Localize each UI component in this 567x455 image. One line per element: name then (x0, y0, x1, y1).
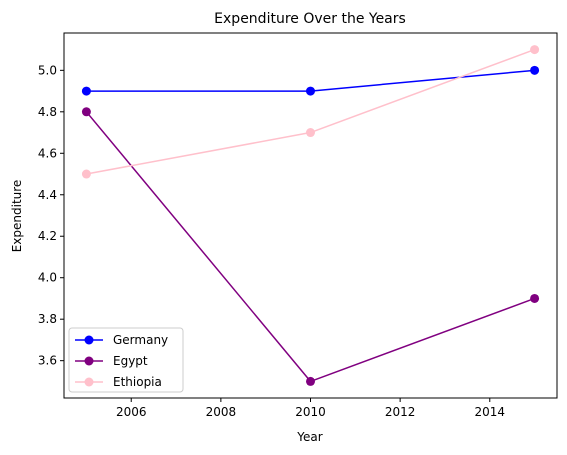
data-point-ethiopia (530, 45, 540, 55)
x-tick-label: 2006 (116, 405, 147, 419)
data-point-egypt (81, 107, 91, 117)
y-tick-label: 4.2 (38, 229, 57, 243)
y-axis: 3.6 3.8 4.0 4.2 4.4 4.6 4.8 5.0 (38, 63, 64, 368)
y-tick-label: 3.8 (38, 312, 57, 326)
data-point-germany (306, 86, 315, 96)
x-tick-label: 2008 (206, 405, 237, 419)
y-tick-label: 4.4 (38, 188, 57, 202)
y-tick-label: 4.6 (38, 146, 57, 160)
x-axis: 2006 2008 2010 2012 2014 (116, 398, 505, 419)
legend-label-egypt: Egypt (113, 354, 148, 368)
data-point-egypt (306, 376, 315, 386)
legend-marker-ethiopia (84, 377, 94, 387)
data-point-germany (81, 86, 91, 96)
y-tick-label: 4.8 (38, 105, 57, 119)
y-axis-title: Expenditure (10, 180, 24, 253)
data-point-egypt (530, 293, 540, 303)
legend: Germany Egypt Ethiopia (68, 327, 184, 393)
x-tick-label: 2012 (385, 405, 416, 419)
data-point-germany (530, 65, 540, 75)
legend-box (68, 327, 184, 393)
y-tick-label: 5.0 (38, 63, 57, 77)
legend-marker-germany (84, 335, 94, 345)
x-tick-label: 2014 (474, 405, 505, 419)
x-tick-label: 2010 (295, 405, 326, 419)
y-tick-label: 3.6 (38, 354, 57, 368)
y-tick-label: 4.0 (38, 271, 57, 285)
x-axis-title: Year (296, 430, 322, 444)
data-point-ethiopia (81, 169, 91, 179)
legend-label-germany: Germany (113, 333, 168, 347)
data-point-ethiopia (306, 128, 315, 138)
legend-label-ethiopia: Ethiopia (113, 375, 162, 389)
series-layer (81, 45, 540, 386)
chart-title: Expenditure Over the Years (214, 11, 406, 27)
legend-marker-egypt (84, 356, 94, 366)
